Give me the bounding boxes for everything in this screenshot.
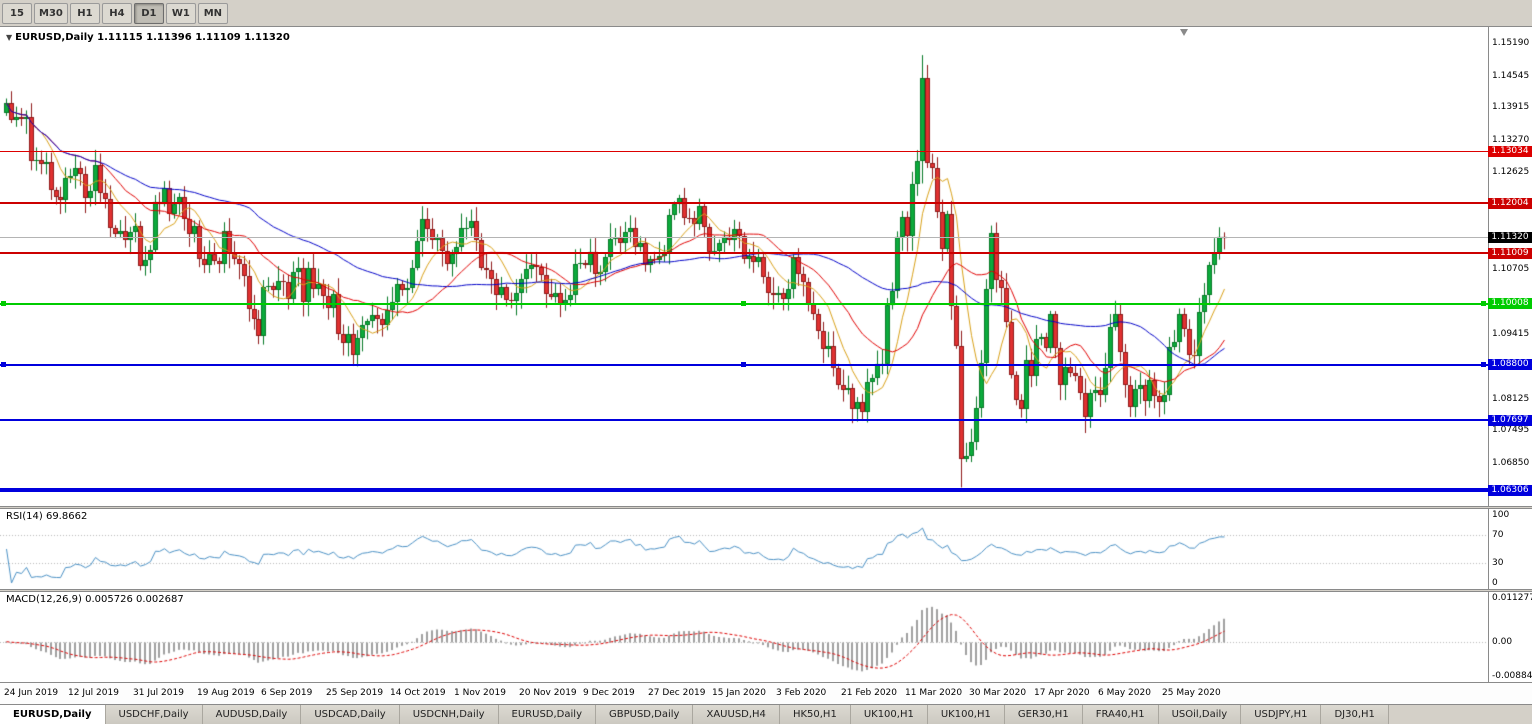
chart-tab[interactable]: EURUSD,Daily [498, 705, 596, 724]
time-axis-label: 25 Sep 2019 [326, 688, 384, 698]
price-axis-tick: 1.08125 [1492, 394, 1530, 404]
time-axis-label: 6 May 2020 [1098, 688, 1151, 698]
time-axis[interactable]: 24 Jun 2019 12 Jul 2019 31 Jul 2019 19 Aug … [0, 682, 1532, 704]
price-axis-tick: 1.15190 [1492, 38, 1530, 48]
price-line-label: 1.10008 [1488, 298, 1532, 309]
time-axis-label: 25 May 2020 [1162, 688, 1221, 698]
chart-tab[interactable]: GBPUSD,Daily [595, 705, 694, 724]
horizontal-line-1.12004[interactable] [0, 202, 1488, 204]
line-handle[interactable] [741, 301, 746, 306]
chart-tabs-bar: EURUSD,Daily USDCHF,Daily AUDUSD,Daily USDC… [0, 704, 1532, 724]
chart-tab[interactable]: XAUUSD,H4 [693, 705, 780, 724]
rsi-indicator-canvas[interactable] [0, 509, 1488, 589]
timeframe-button-mn[interactable]: MN [197, 2, 228, 24]
chart-tab[interactable]: USOil,Daily [1158, 705, 1242, 724]
symbol-dropdown-icon[interactable]: ▼ [6, 33, 13, 42]
time-axis-label: 3 Feb 2020 [776, 688, 827, 698]
macd-indicator-header: MACD(12,26,9) 0.005726 0.002687 [6, 594, 184, 605]
time-axis-label: 30 Mar 2020 [969, 688, 1027, 698]
line-handle[interactable] [1481, 362, 1486, 367]
time-axis-label: 12 Jul 2019 [68, 688, 119, 698]
price-line-label: 1.11009 [1488, 248, 1532, 259]
horizontal-line-1.06306[interactable] [0, 488, 1488, 492]
line-handle[interactable] [741, 362, 746, 367]
chart-tab[interactable]: USDCNH,Daily [399, 705, 499, 724]
time-axis-label: 31 Jul 2019 [133, 688, 184, 698]
price-line-label: 1.06306 [1488, 485, 1532, 496]
time-axis-label: 1 Nov 2019 [454, 688, 506, 698]
price-axis-tick: 1.07495 [1492, 425, 1530, 435]
price-axis-tick: 1.10705 [1492, 264, 1530, 274]
price-line-label: 1.13034 [1488, 146, 1532, 157]
chart-tab[interactable]: EURUSD,Daily [0, 705, 106, 724]
rsi-axis-tick: 0 [1492, 578, 1498, 588]
price-axis-tick: 1.06850 [1492, 458, 1530, 468]
timeframe-button-h1[interactable]: H1 [69, 2, 100, 24]
time-axis-label: 11 Mar 2020 [905, 688, 963, 698]
time-axis-label: 9 Dec 2019 [583, 688, 635, 698]
chart-tab[interactable]: USDJPY,H1 [1241, 705, 1322, 724]
time-axis-label: 17 Apr 2020 [1034, 688, 1090, 698]
chart-tab[interactable]: UK100,H1 [850, 705, 928, 724]
rsi-indicator-header: RSI(14) 69.8662 [6, 511, 88, 522]
macd-axis-tick: 0.011277 [1492, 593, 1532, 603]
rsi-axis-tick: 30 [1492, 558, 1504, 568]
price-line-label: 1.07697 [1488, 415, 1532, 426]
time-axis-label: 20 Nov 2019 [519, 688, 577, 698]
rsi-axis-tick: 70 [1492, 530, 1504, 540]
macd-indicator-canvas[interactable] [0, 592, 1488, 682]
line-handle[interactable] [1, 362, 6, 367]
time-axis-label: 19 Aug 2019 [197, 688, 255, 698]
price-axis-tick: 1.12625 [1492, 167, 1530, 177]
pane-splitter[interactable] [0, 589, 1532, 592]
chart-tab[interactable]: DJ30,H1 [1321, 705, 1389, 724]
timeframe-button-w1[interactable]: W1 [165, 2, 196, 24]
chart-ohlc-values: 1.11115 1.11396 1.11109 1.11320 [97, 32, 290, 43]
time-axis-label: 14 Oct 2019 [390, 688, 446, 698]
price-chart-canvas[interactable] [0, 28, 1488, 506]
chart-area: ▼ EURUSD,Daily 1.11115 1.11396 1.11109 1.… [0, 27, 1532, 704]
horizontal-line-1.11320[interactable] [0, 237, 1488, 238]
chart-tab[interactable]: USDCHF,Daily [105, 705, 203, 724]
horizontal-line-1.13034[interactable] [0, 151, 1488, 152]
price-axis-tick: 1.09415 [1492, 329, 1530, 339]
timeframe-button-m30[interactable]: M30 [34, 2, 68, 24]
line-handle[interactable] [1, 301, 6, 306]
price-axis-tick: 1.13270 [1492, 135, 1530, 145]
chart-symbol-timeframe: EURUSD,Daily [15, 32, 94, 43]
pane-splitter[interactable] [0, 506, 1532, 509]
time-axis-label: 24 Jun 2019 [4, 688, 59, 698]
price-axis-tick: 1.13915 [1492, 102, 1530, 112]
price-line-label: 1.11320 [1488, 232, 1532, 243]
price-line-label: 1.12004 [1488, 198, 1532, 209]
chart-tab[interactable]: UK100,H1 [927, 705, 1005, 724]
time-axis-label: 27 Dec 2019 [648, 688, 706, 698]
timeframe-toolbar: 15 M30 H1 H4 D1 W1 MN [0, 0, 1532, 27]
price-axis[interactable] [1488, 27, 1532, 682]
price-line-label: 1.08800 [1488, 359, 1532, 370]
timeframe-button-d1[interactable]: D1 [133, 2, 164, 24]
chart-shift-marker-icon[interactable] [1180, 29, 1188, 36]
time-axis-label: 15 Jan 2020 [712, 688, 766, 698]
macd-axis-tick: -0.008847 [1492, 671, 1532, 681]
chart-tab[interactable]: GER30,H1 [1004, 705, 1083, 724]
horizontal-line-1.11009[interactable] [0, 252, 1488, 254]
price-axis-tick: 1.14545 [1492, 71, 1530, 81]
chart-tab[interactable]: HK50,H1 [779, 705, 851, 724]
macd-axis-tick: 0.00 [1492, 637, 1513, 647]
rsi-axis-tick: 100 [1492, 510, 1510, 520]
chart-tab[interactable]: AUDUSD,Daily [202, 705, 302, 724]
line-handle[interactable] [1481, 301, 1486, 306]
chart-tab[interactable]: USDCAD,Daily [301, 705, 400, 724]
chart-title: ▼ EURUSD,Daily 1.11115 1.11396 1.11109 1.… [6, 32, 290, 43]
time-axis-label: 21 Feb 2020 [841, 688, 898, 698]
chart-tab[interactable]: FRA40,H1 [1082, 705, 1159, 724]
time-axis-label: 6 Sep 2019 [261, 688, 313, 698]
timeframe-button-15[interactable]: 15 [2, 2, 32, 24]
timeframe-button-h4[interactable]: H4 [101, 2, 132, 24]
horizontal-line-1.07697[interactable] [0, 419, 1488, 421]
